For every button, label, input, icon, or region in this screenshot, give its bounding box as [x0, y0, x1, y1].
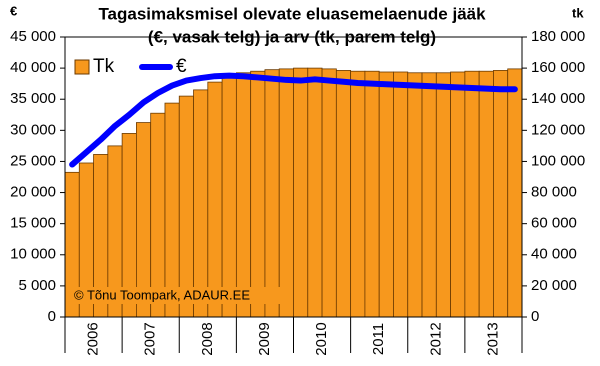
bar — [507, 68, 523, 318]
y-tick-label: 15 000 — [10, 215, 56, 232]
y-tick-label: 10 000 — [10, 246, 56, 263]
bar — [350, 70, 366, 318]
line — [69, 72, 518, 168]
y-tick-label: 40 000 — [10, 59, 56, 76]
x-tick-label: 2007 — [142, 322, 159, 355]
y-tick-label: 20 000 — [10, 184, 56, 201]
bar — [435, 72, 451, 318]
x-tick-label: 2013 — [484, 322, 501, 355]
x-tick-label: 2009 — [256, 322, 273, 355]
y2-tick-label: 100 000 — [531, 152, 585, 169]
y-tick-label: 25 000 — [10, 152, 56, 169]
bar — [221, 75, 237, 318]
x-tick-label: 2012 — [427, 322, 444, 355]
y2-tick-label: 120 000 — [531, 121, 585, 138]
y2-tick-label: 20 000 — [531, 277, 577, 294]
bar — [321, 68, 337, 318]
bar — [407, 72, 423, 318]
y-tick-label: 45 000 — [10, 28, 56, 45]
annotation-box — [71, 287, 283, 304]
y-tick-label: 30 000 — [10, 121, 56, 138]
legend-label: € — [176, 56, 187, 77]
bar — [464, 70, 480, 318]
y-tick-label: 35 000 — [10, 90, 56, 107]
bar — [493, 70, 509, 318]
y2-tick-label: 180 000 — [531, 28, 585, 45]
bar — [364, 70, 380, 318]
bar — [207, 81, 223, 318]
annotation: © Tõnu Toompark, ADAUR.EE — [74, 287, 250, 302]
bar — [478, 70, 494, 318]
y-axis-label: € — [10, 3, 17, 18]
bar — [193, 89, 209, 318]
x-tick-label: 2011 — [370, 323, 387, 355]
x-tick-label: 2010 — [313, 322, 330, 355]
x-tick-label: 2008 — [199, 322, 216, 355]
bar — [293, 67, 309, 318]
bar — [150, 112, 166, 318]
bar — [278, 68, 294, 318]
y-tick-label: 0 — [48, 308, 56, 325]
bar — [164, 102, 180, 318]
bar — [307, 67, 323, 318]
bar — [264, 69, 280, 318]
bar — [250, 70, 266, 318]
bar — [178, 95, 194, 318]
y-tick-label: 5 000 — [18, 277, 56, 294]
x-tick-label: 2006 — [85, 322, 102, 355]
y2-tick-label: 80 000 — [531, 184, 577, 201]
y2-tick-label: 0 — [531, 308, 539, 325]
bar — [378, 71, 394, 318]
bar — [450, 71, 466, 318]
legend-swatch — [74, 59, 90, 75]
bar — [235, 72, 252, 318]
chart-title: Tagasimaksmisel olevate eluasemelaenude … — [98, 4, 486, 23]
y2-tick-label: 60 000 — [531, 215, 577, 232]
y2-axis-label: tk — [572, 5, 584, 20]
legend-label: Tk — [93, 56, 115, 77]
bar — [421, 72, 437, 318]
bar — [335, 70, 352, 318]
y2-tick-label: 140 000 — [531, 90, 585, 107]
y2-tick-label: 40 000 — [531, 246, 577, 263]
bar — [393, 71, 409, 318]
y2-tick-label: 160 000 — [531, 59, 585, 76]
